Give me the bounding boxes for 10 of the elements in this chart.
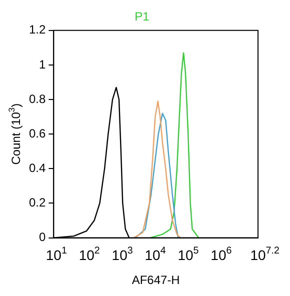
y-tick-label: 0.6 xyxy=(28,126,46,140)
y-tick-label: 0.2 xyxy=(28,196,46,210)
y-tick-label: 0 xyxy=(38,230,46,244)
y-tick-label: 0.4 xyxy=(28,160,46,175)
y-axis-title: Count (103) xyxy=(6,103,23,165)
chart-title: P1 xyxy=(134,10,150,24)
y-tick-label: 1.2 xyxy=(28,22,46,37)
x-axis-title: AF647-H xyxy=(132,272,180,287)
y-tick-label: 0.8 xyxy=(28,92,46,106)
y-tick-label: 1 xyxy=(38,57,46,72)
